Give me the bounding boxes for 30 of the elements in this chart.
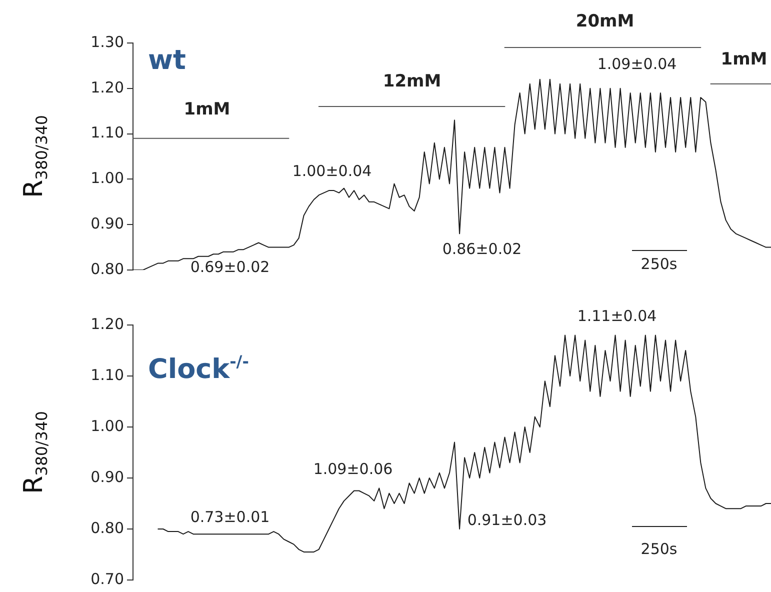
text: 1.11±0.04 [577,306,657,325]
y-tick-label: 1.10 [90,124,124,142]
annotation: 0.69±0.02 [190,258,270,276]
y-tick-label: 1.00 [90,416,124,435]
y-tick-label: 1.00 [90,169,124,188]
annotation: 250s [640,254,678,273]
annotation: 250s [640,540,678,558]
annotation: 0.91±0.03 [467,510,547,529]
y-tick-label: 0.80 [90,260,124,278]
annotation: 1.09±0.04 [597,54,677,73]
annotation: 12mM [382,71,442,92]
annotation: 1mM [720,49,768,70]
y-tick-label: 0.70 [90,570,124,588]
chart-title: wt [148,45,186,76]
y-tick-label: 0.80 [90,518,124,537]
y-tick-label: 1.10 [90,366,124,384]
text: Clock-/- [148,352,249,385]
y-tick-label: 1.20 [90,78,124,96]
y-tick-label: 0.90 [90,214,124,232]
text: 20mM [576,11,634,32]
y-tick-label: 1.30 [90,32,124,51]
annotation: 0.73±0.01 [190,508,270,526]
annotation: 1.00±0.04 [292,162,372,180]
y-tick-label: 1.20 [90,314,124,333]
y-axis-title: R380/340 [19,115,52,198]
y-axis-title: R380/340 [19,411,52,494]
y-tick-label: 0.90 [90,468,124,486]
annotation: 1.09±0.06 [313,460,393,478]
annotation: 0.86±0.02 [442,240,522,258]
annotation: 1mM [184,99,230,120]
